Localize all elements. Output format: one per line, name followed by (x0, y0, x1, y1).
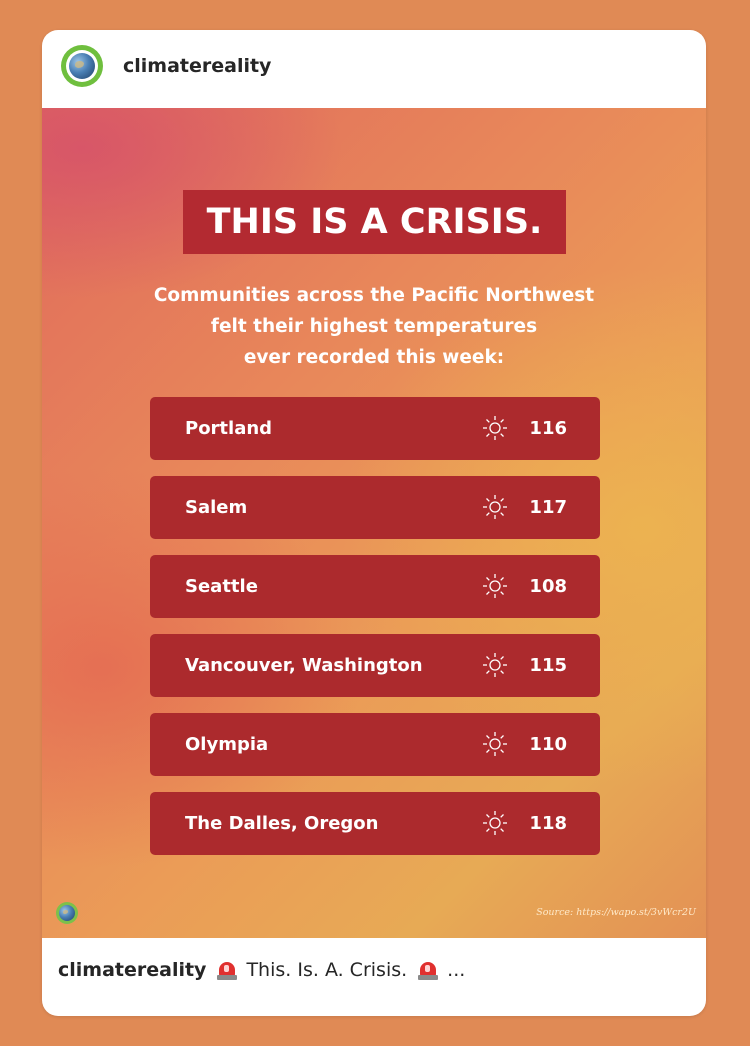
caption-username[interactable]: climatereality (58, 959, 207, 981)
post-card: climatereality THIS IS A CRISIS. Communi… (42, 30, 706, 1016)
avatar-ring (66, 50, 98, 82)
sun-icon (483, 732, 507, 756)
crisis-title: THIS IS A CRISIS. (206, 202, 543, 242)
post-caption[interactable]: climatereality This. Is. A. Crisis. ... (58, 959, 465, 981)
crisis-banner: THIS IS A CRISIS. (183, 190, 566, 254)
sun-icon (483, 653, 507, 677)
city-name: Olympia (185, 734, 269, 755)
city-name: Portland (185, 418, 273, 439)
sun-icon (483, 495, 507, 519)
subtitle-line: Communities across the Pacific Northwest (153, 285, 595, 306)
post-image[interactable]: THIS IS A CRISIS. Communities across the… (42, 108, 706, 938)
subtitle-line: ever recorded this week: (243, 347, 505, 368)
post-footer: climatereality This. Is. A. Crisis. ... (42, 938, 706, 1016)
caption-text: This. Is. A. Crisis. (246, 959, 408, 981)
temperature-row: Salem 117 (150, 476, 600, 539)
temperature-value: 108 (529, 576, 567, 597)
caption-more[interactable]: ... (447, 959, 466, 981)
earth-icon (69, 53, 95, 79)
temperature-row: Portland 116 (150, 397, 600, 460)
earth-icon (59, 905, 75, 921)
post-header: climatereality (42, 30, 706, 108)
post-logo (56, 902, 78, 924)
temperature-row: Olympia 110 (150, 713, 600, 776)
temperature-value: 117 (529, 497, 567, 518)
sun-icon (483, 574, 507, 598)
source-citation: Source: https://wapo.st/3vWcr2U (536, 907, 696, 918)
temperature-row: The Dalles, Oregon 118 (150, 792, 600, 855)
temperature-value: 115 (529, 655, 567, 676)
police-light-icon (417, 959, 439, 981)
police-light-icon (216, 959, 238, 981)
temperature-value: 118 (529, 813, 567, 834)
avatar[interactable] (61, 45, 103, 87)
temperature-value: 116 (529, 418, 567, 439)
city-name: Salem (185, 497, 248, 518)
post-subtitle: Communities across the Pacific Northwest… (124, 280, 624, 373)
temperature-row: Vancouver, Washington 115 (150, 634, 600, 697)
username[interactable]: climatereality (123, 55, 272, 77)
temperature-value: 110 (529, 734, 567, 755)
sun-icon (483, 811, 507, 835)
city-name: The Dalles, Oregon (185, 813, 379, 834)
subtitle-line: felt their highest temperatures (210, 316, 538, 337)
city-name: Seattle (185, 576, 258, 597)
city-name: Vancouver, Washington (185, 655, 423, 676)
sun-icon (483, 416, 507, 440)
temperature-row: Seattle 108 (150, 555, 600, 618)
